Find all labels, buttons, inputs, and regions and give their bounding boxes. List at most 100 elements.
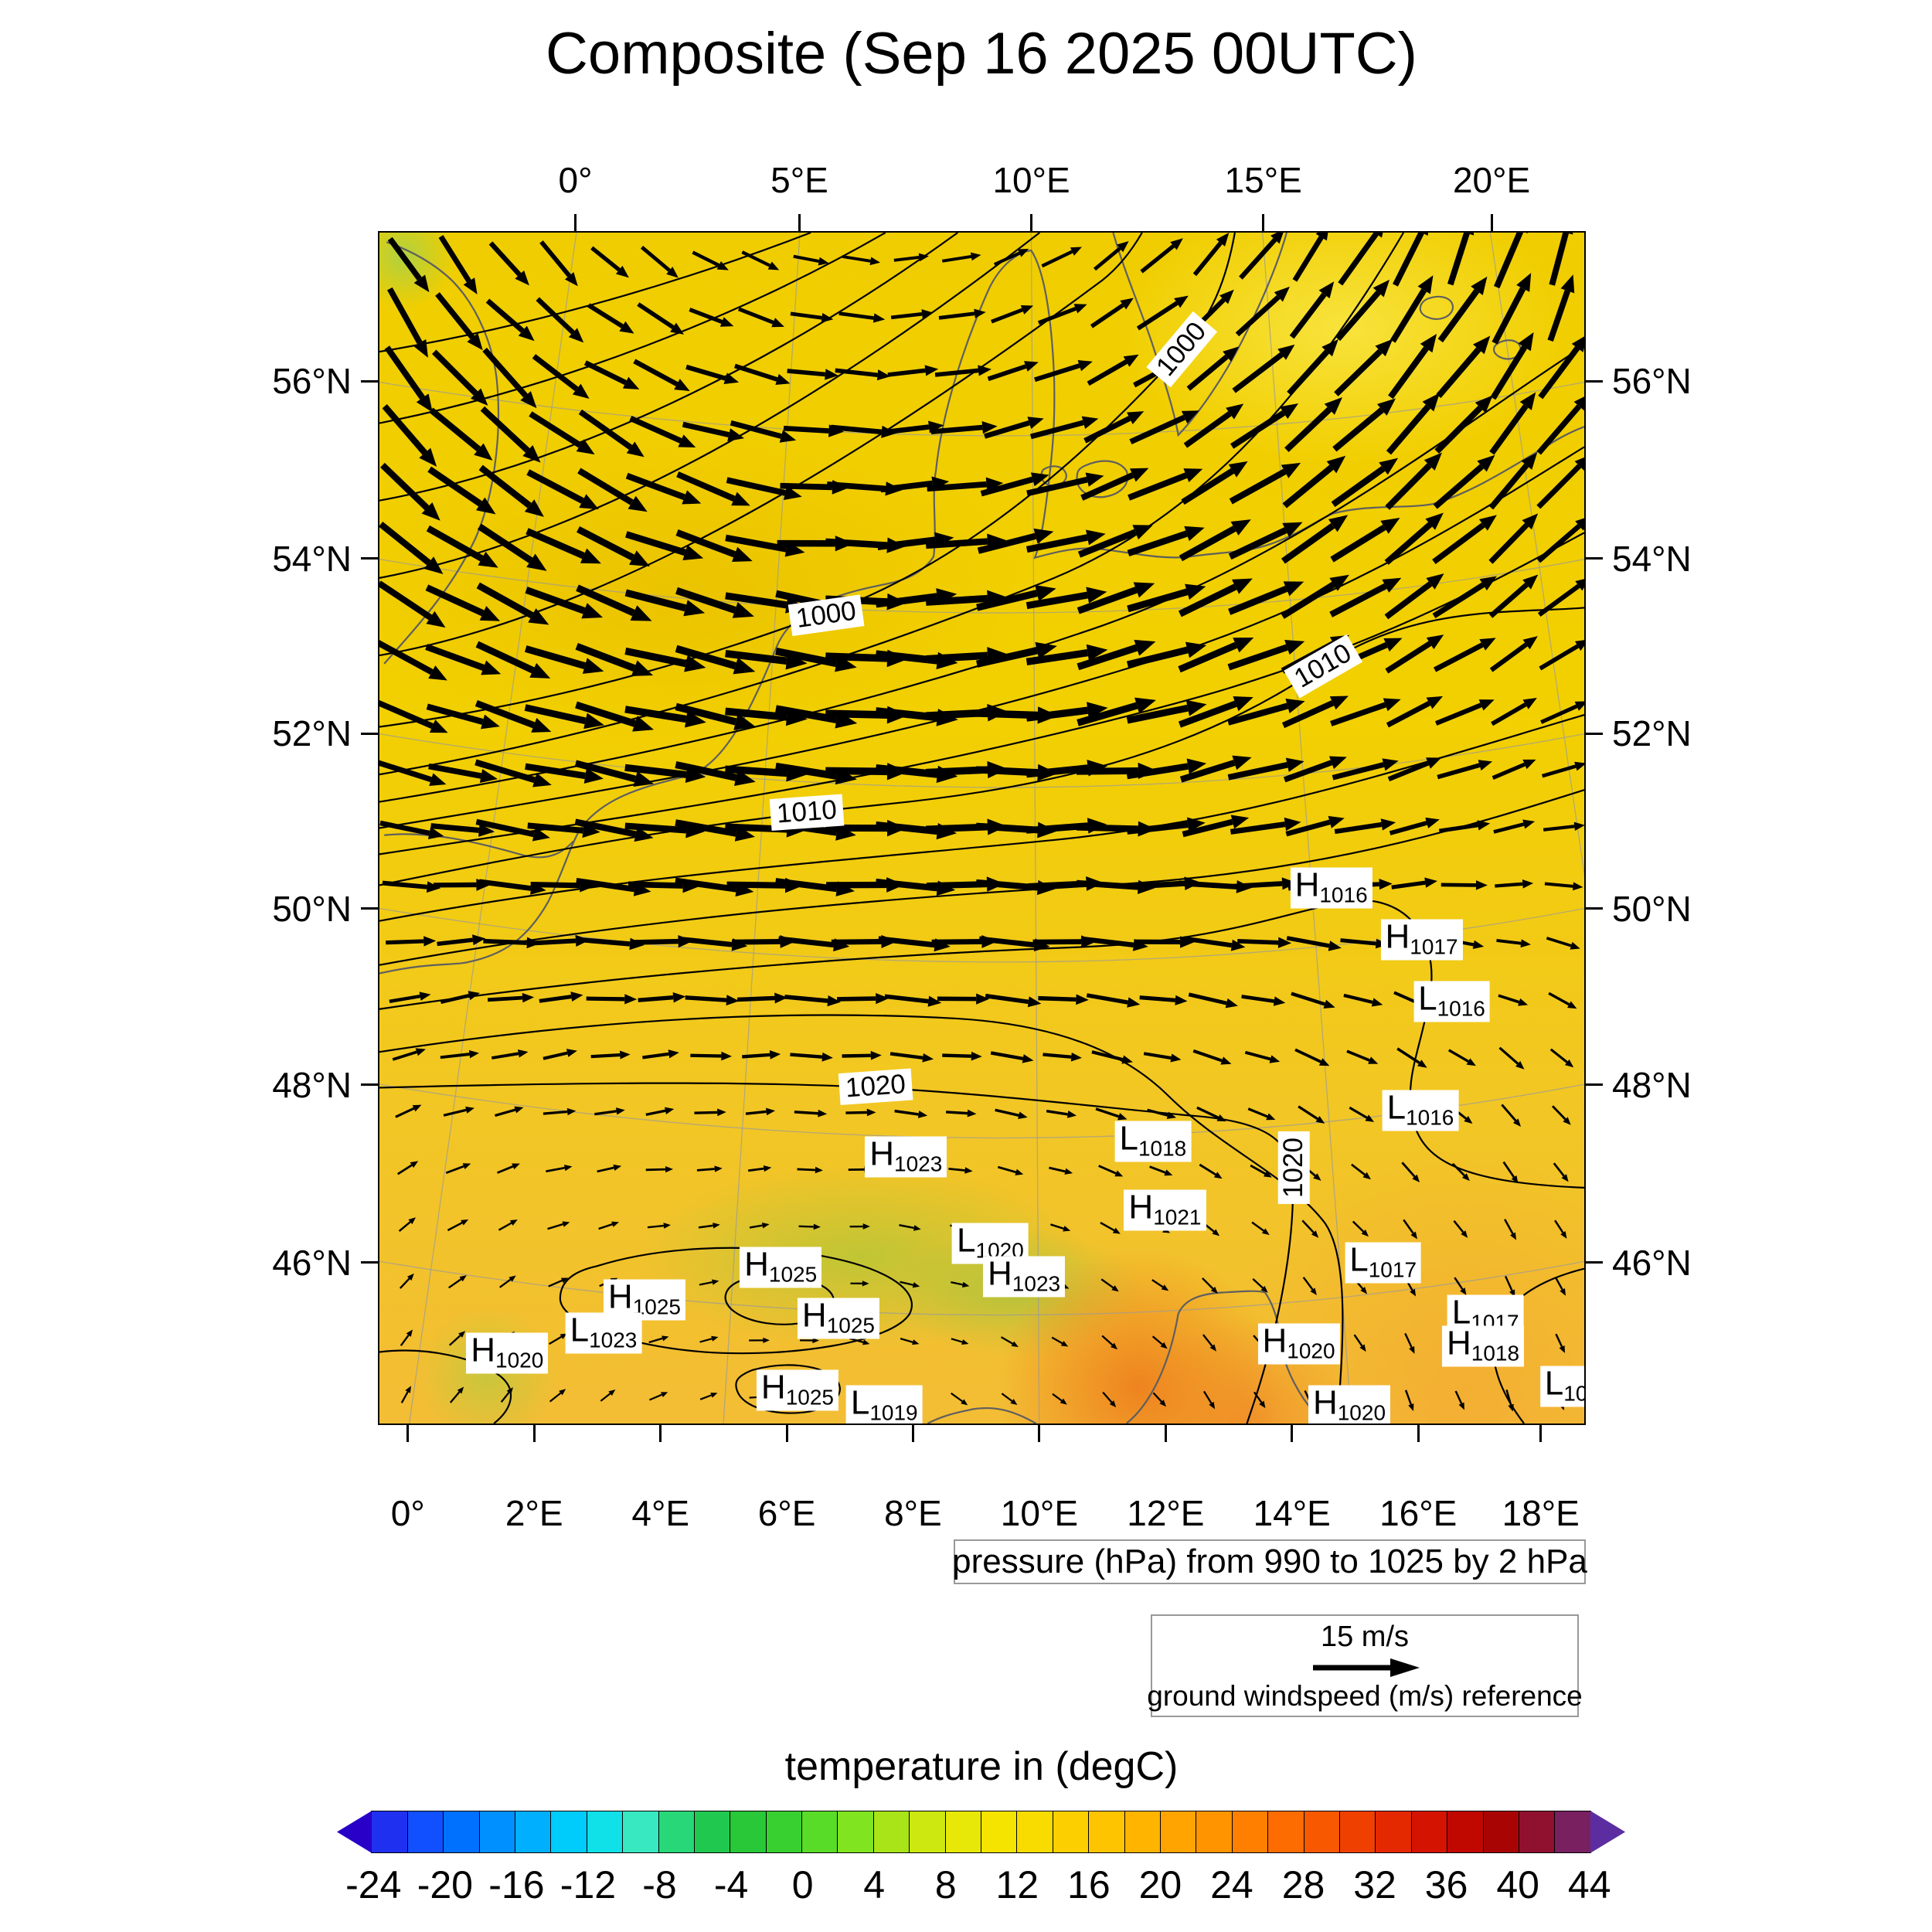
wind-arrow-head — [1573, 882, 1583, 891]
pressure-center-marker: H1016 — [1290, 867, 1372, 909]
pressure-center-letter: L — [1349, 1240, 1369, 1279]
wind-arrow — [1094, 247, 1121, 271]
wind-arrow-head — [1422, 393, 1440, 412]
wind-arrow — [1235, 294, 1281, 337]
wind-arrow-head — [1424, 877, 1437, 888]
wind-arrow-head — [619, 321, 634, 334]
wind-arrow-head — [1086, 529, 1106, 546]
wind-arrow-head — [479, 606, 501, 621]
wind-arrow-head — [1270, 233, 1284, 244]
wind-arrow-head — [1479, 638, 1496, 651]
wind-arrow-head — [733, 713, 756, 730]
wind-arrow — [878, 936, 935, 948]
top-axis-label: 5°E — [770, 160, 828, 200]
wind-arrow — [1046, 1110, 1068, 1116]
pressure-center-value: 1020 — [495, 1348, 544, 1372]
wind-arrow-head — [815, 1166, 823, 1174]
wind-arrow — [587, 303, 624, 328]
colorbar-cell — [944, 1811, 982, 1853]
wind-arrow-head — [961, 1339, 969, 1345]
wind-arrow — [685, 995, 727, 1002]
wind-arrow-head — [515, 270, 529, 286]
wind-arrow-head — [1375, 338, 1393, 357]
wind-arrow-head — [862, 1281, 869, 1287]
wind-arrow-head — [572, 383, 590, 400]
wind-arrow-head — [630, 605, 652, 621]
left-axis-label: 46°N — [272, 1242, 352, 1283]
wind-arrow-head — [1220, 1056, 1232, 1065]
wind-arrow — [699, 1281, 713, 1286]
wind-arrow-head — [1111, 1342, 1118, 1350]
wind-arrow-head — [1170, 1053, 1182, 1063]
axis-tick — [798, 214, 801, 231]
contour-label: 1000 — [1146, 311, 1217, 387]
wind-arrow — [987, 364, 1027, 382]
wind-arrow — [379, 699, 434, 730]
wind-arrow-head — [559, 1389, 566, 1396]
colorbar-cell — [1267, 1811, 1304, 1853]
wind-arrow — [447, 1222, 463, 1232]
wind-arrow-head — [522, 992, 535, 1003]
wind-arrow — [1294, 1048, 1321, 1063]
wind-arrow — [826, 481, 886, 492]
wind-arrow — [725, 707, 787, 721]
wind-arrow — [1505, 1389, 1512, 1406]
wind-arrow — [448, 1278, 462, 1289]
wind-arrow-head — [1185, 583, 1206, 600]
wind-arrow — [1227, 761, 1288, 781]
wind-arrow-head — [1461, 1230, 1468, 1238]
wind-arrow-head — [1264, 1171, 1272, 1178]
wind-arrow — [1498, 994, 1520, 1004]
bottom-axis-label: 2°E — [505, 1493, 563, 1533]
pressure-center-letter: H — [607, 1277, 633, 1316]
wind-arrow-head — [608, 1389, 616, 1396]
wind-arrow — [1192, 241, 1223, 277]
pressure-center-letter: L — [1418, 979, 1437, 1018]
wind-arrow — [1233, 881, 1283, 889]
wind-arrow — [575, 701, 636, 727]
wind-arrow-head — [563, 1165, 573, 1172]
wind-arrow — [590, 1053, 621, 1059]
wind-arrow-head — [468, 1049, 479, 1059]
wind-arrow — [1034, 363, 1080, 383]
wind-arrow — [1432, 522, 1485, 565]
wind-arrow-head — [1184, 526, 1205, 542]
wind-arrow-head — [1521, 452, 1538, 470]
wind-arrow-head — [779, 430, 797, 443]
wind-arrow — [1537, 583, 1580, 617]
wind-arrow-head — [1362, 1172, 1372, 1180]
wind-arrow-head — [1328, 515, 1349, 532]
wind-arrow — [1043, 1053, 1072, 1059]
colorbar-cell — [443, 1811, 480, 1853]
wind-arrow — [1101, 1335, 1114, 1346]
wind-arrow-head — [478, 823, 495, 837]
pressure-contour-1012 — [379, 715, 1584, 921]
wind-arrow — [428, 763, 482, 779]
bottom-axis-label: 16°E — [1379, 1493, 1458, 1533]
wind-arrow — [1492, 287, 1526, 345]
pressure-caption: pressure (hPa) from 990 to 1025 by 2 hPa — [952, 1539, 1587, 1584]
axis-tick — [1539, 1425, 1543, 1442]
wind-arrow — [1343, 993, 1373, 1005]
wind-arrow-head — [974, 308, 986, 318]
wind-arrow-head — [1225, 998, 1238, 1009]
wind-arrow-head — [1311, 1230, 1319, 1238]
wind-arrow-head — [1379, 457, 1399, 475]
wind-arrow — [1143, 1052, 1172, 1060]
wind-arrow — [1540, 704, 1578, 724]
wind-arrow — [380, 462, 430, 511]
wind-arrow — [1095, 1107, 1120, 1118]
wind-arrow-head — [1112, 1227, 1121, 1234]
wind-arrow-head — [624, 994, 638, 1005]
wind-arrow-head — [634, 826, 654, 842]
wind-arrow — [1247, 1107, 1268, 1118]
wind-arrow — [1179, 526, 1236, 562]
top-axis-label: 20°E — [1452, 160, 1531, 200]
pressure-center-value: 1023 — [589, 1328, 638, 1352]
wind-arrow — [1152, 1392, 1162, 1403]
wind-arrow-head — [1015, 1168, 1024, 1175]
colorbar-cell — [371, 1811, 408, 1853]
wind-arrow-head — [1185, 641, 1207, 658]
axis-tick — [1586, 907, 1603, 910]
wind-arrow — [1384, 581, 1433, 620]
